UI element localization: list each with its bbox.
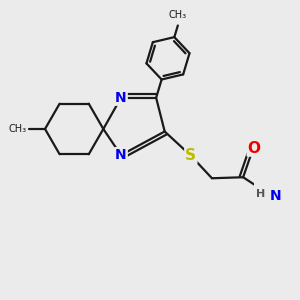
Text: N: N	[269, 189, 281, 203]
Text: S: S	[185, 148, 196, 163]
Text: CH₃: CH₃	[9, 124, 27, 134]
Text: Cl: Cl	[299, 259, 300, 273]
Text: O: O	[248, 141, 261, 156]
Text: H: H	[256, 189, 265, 199]
Text: CH₃: CH₃	[169, 11, 187, 20]
Text: N: N	[115, 91, 127, 105]
Text: N: N	[115, 148, 127, 162]
